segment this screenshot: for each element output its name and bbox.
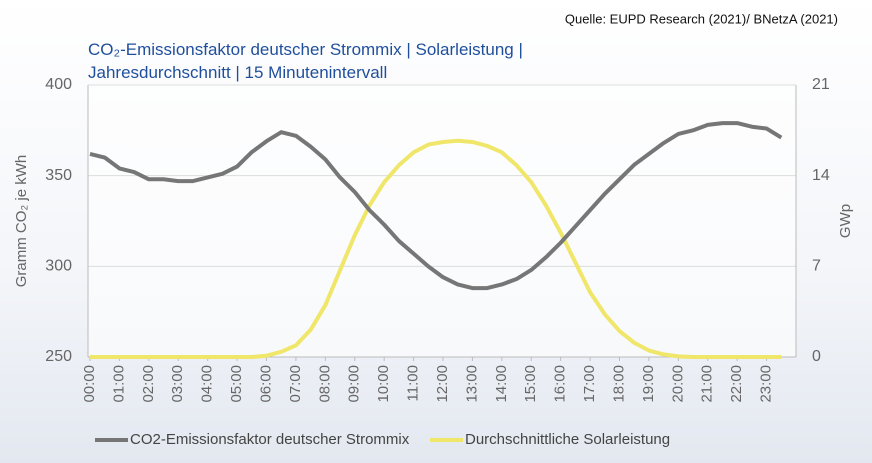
x-tick-label: 06:00 [257, 365, 274, 403]
series-line [90, 138, 782, 359]
y-tick-label: 400 [45, 76, 72, 93]
y2-tick-label: 14 [812, 167, 830, 184]
x-tick-label: 08:00 [316, 365, 333, 403]
y2-tick-label: 0 [812, 348, 821, 365]
x-tick-label: 20:00 [669, 365, 686, 403]
y-tick-label: 250 [45, 348, 72, 365]
y-axis-label: Gramm CO₂ je kWh [13, 155, 30, 288]
x-tick-label: 22:00 [728, 365, 745, 403]
y2-axis-label: GWp [837, 204, 854, 238]
x-tick-label: 19:00 [640, 365, 657, 403]
x-tick-label: 23:00 [758, 365, 775, 403]
legend-label: Durchschnittliche Solarleistung [465, 431, 670, 448]
plot-area [88, 85, 796, 357]
x-tick-label: 10:00 [375, 365, 392, 403]
x-tick-label: 16:00 [552, 365, 569, 403]
legend-label: CO2-Emissionsfaktor deutscher Strommix [130, 431, 410, 448]
chart-title: CO₂-Emissionsfaktor deutscher Strommix |… [88, 40, 523, 82]
x-tick-label: 00:00 [81, 365, 98, 403]
x-tick-label: 11:00 [405, 365, 422, 401]
y2-tick-label: 21 [812, 76, 830, 93]
series-line [89, 121, 783, 291]
y2-tick-label: 7 [812, 258, 821, 275]
x-tick-label: 12:00 [434, 365, 451, 403]
y-tick-label: 350 [45, 167, 72, 184]
x-tick-label: 18:00 [610, 365, 627, 403]
x-tick-label: 17:00 [581, 365, 598, 403]
x-tick-label: 14:00 [493, 365, 510, 403]
x-tick-label: 02:00 [140, 365, 157, 403]
x-tick-label: 13:00 [463, 365, 480, 403]
x-tick-label: 15:00 [522, 365, 539, 403]
x-tick-label: 05:00 [228, 365, 245, 403]
x-tick-label: 04:00 [199, 365, 216, 403]
x-tick-label: 07:00 [287, 365, 304, 403]
x-tick-label: 21:00 [699, 365, 716, 403]
y-tick-label: 300 [45, 258, 72, 275]
x-tick-label: 01:00 [110, 365, 127, 403]
x-tick-label: 03:00 [169, 365, 186, 403]
source: Quelle: EUPD Research (2021)/ BNetzA (20… [565, 11, 838, 26]
x-tick-label: 09:00 [346, 365, 363, 403]
